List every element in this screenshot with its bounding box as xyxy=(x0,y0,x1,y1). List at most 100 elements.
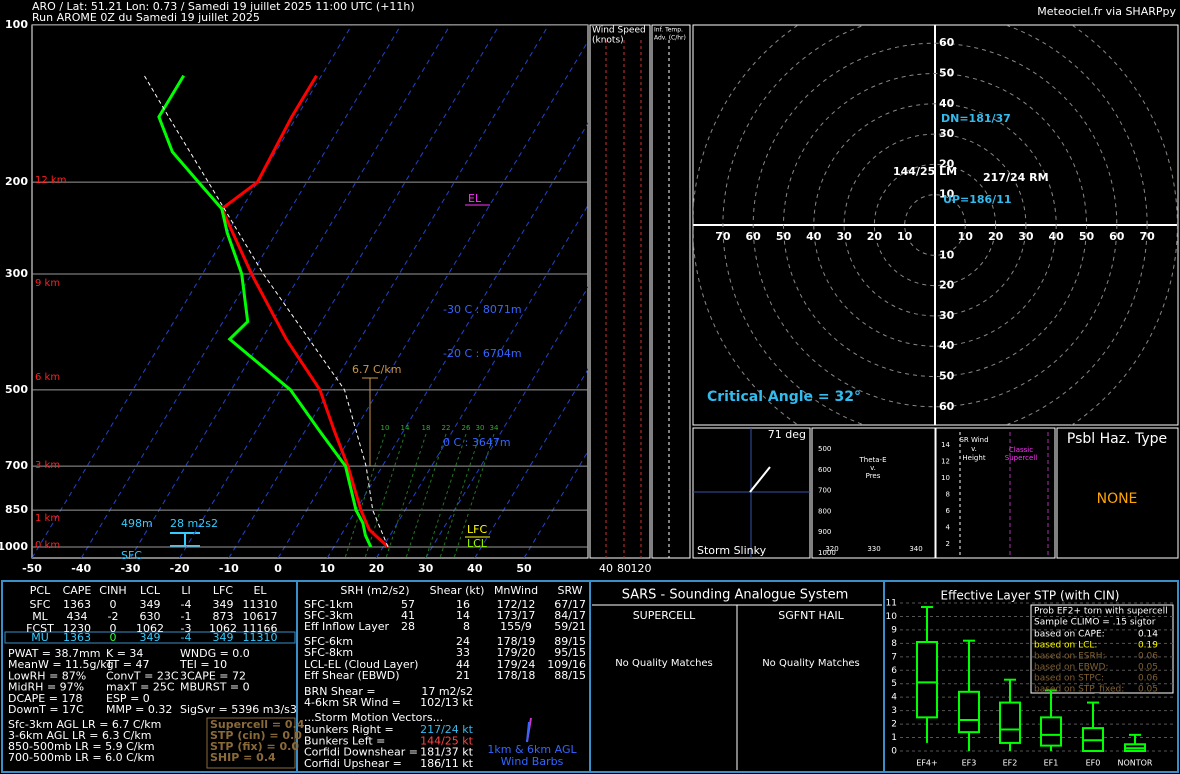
prob-text: based on EBWD: xyxy=(1034,663,1109,673)
table-cell: 0 xyxy=(110,598,117,611)
header-location: ARO / Lat: 51.21 Lon: 0.73 / Samedi 19 j… xyxy=(32,0,415,13)
panel-title: Pres xyxy=(866,472,881,480)
prob-box xyxy=(1030,604,1174,694)
table-cell: 630 xyxy=(140,610,161,623)
barb xyxy=(526,721,530,743)
table-cell: 1230 xyxy=(63,622,91,635)
sars-dividers xyxy=(592,604,882,770)
y-tick-label: 7 xyxy=(891,652,897,662)
barb-note: 1km & 6km AGL xyxy=(487,743,577,756)
x-tick-label: 0 xyxy=(274,562,282,575)
table-cell: 10617 xyxy=(243,610,278,623)
isotherm-height: -30 C : 8071m xyxy=(443,303,522,316)
y-tick-label: 6 xyxy=(946,507,951,515)
label: 17 m2/s2 xyxy=(421,685,473,698)
hodo-label: 20 xyxy=(867,230,883,243)
sars-col: SGFNT HAIL xyxy=(778,609,844,622)
x-tick-label: 40 xyxy=(599,562,613,575)
x-tick-label: 340 xyxy=(909,545,922,553)
table-cell: 349 xyxy=(140,631,161,644)
index-text: MBURST = 0 xyxy=(180,681,250,694)
table-header: CINH xyxy=(99,584,126,597)
hodo-label: 50 xyxy=(776,230,792,243)
index-text: DCAPE = 178 xyxy=(8,692,82,705)
lapse-rate: 850-500mb LR = 5.9 C/km xyxy=(8,740,155,753)
height-label: 12 km xyxy=(35,175,66,186)
hodo-label: 40 xyxy=(806,230,822,243)
hodo-label: 20 xyxy=(988,230,1004,243)
label: 181/37 kt xyxy=(420,746,474,759)
sars-title: SARS - Sounding Analogue System xyxy=(622,588,849,603)
index-text: SigSvr = 5396 m3/s3 xyxy=(180,703,297,716)
mixing-ratio-line xyxy=(453,433,495,558)
y-tick-label: 10 xyxy=(886,612,898,622)
critical-angle: Critical Angle = 32° xyxy=(707,389,861,405)
label: Corfidi Upshear = xyxy=(304,757,402,770)
panel-title: Height xyxy=(962,454,985,462)
table-header: MnWind xyxy=(494,584,538,597)
row-label: SFC-8km xyxy=(304,646,353,659)
x-tick-label: -10 xyxy=(219,562,239,575)
profile-line xyxy=(157,74,373,548)
hodo-label: 40 xyxy=(1049,230,1065,243)
severe-param: SHIP = 0.4 xyxy=(210,751,276,764)
x-tick-label: EF0 xyxy=(1086,759,1101,768)
box xyxy=(916,641,938,719)
table-cell: 434 xyxy=(67,610,88,623)
y-tick-label: 14 xyxy=(941,441,950,449)
prob-text: based on LCL: xyxy=(1034,641,1097,651)
isotherm xyxy=(32,25,353,558)
lapse-label: 6.7 C/km xyxy=(352,363,401,376)
mu-highlight xyxy=(4,631,296,644)
table-cell: 349 xyxy=(140,598,161,611)
x-tick-label: NONTOR xyxy=(1117,759,1152,768)
lcl-label: LCL xyxy=(467,537,488,550)
x-tick-label: EF3 xyxy=(962,759,977,768)
table-cell: 1062 xyxy=(136,622,164,635)
x-tick-label: 120 xyxy=(631,562,652,575)
prob-value: 0.05 xyxy=(1138,685,1158,695)
hodo-ring xyxy=(873,163,997,287)
prob-text: based on STP_fixed: xyxy=(1034,685,1124,695)
table-cell: 0 xyxy=(110,622,117,635)
isotherm-height: -20 C : 6704m xyxy=(443,347,522,360)
sars-col: SUPERCELL xyxy=(633,609,696,622)
index-text: TT = 47 xyxy=(105,658,149,671)
inflow-base: 498m xyxy=(121,517,153,530)
table-header: SRW xyxy=(557,584,582,597)
panel-title: Theta-E xyxy=(858,456,886,464)
table-header: EL xyxy=(253,584,267,597)
table-cell: 44 xyxy=(456,658,470,671)
y-tick-label: 2 xyxy=(891,720,897,730)
hodo-annot: 144/25 LM xyxy=(893,165,957,178)
x-tick-label: 20 xyxy=(369,562,385,575)
table-header: Shear (kt) xyxy=(430,584,485,597)
hodo-ring xyxy=(722,25,1148,425)
table-cell: 21 xyxy=(456,669,470,682)
prob-text: based on ESRH: xyxy=(1034,652,1106,662)
label: 217/24 kt xyxy=(420,723,474,736)
hodo-label: 60 xyxy=(746,230,762,243)
prob-value: 0.05 xyxy=(1138,663,1158,673)
table-cell: 1363 xyxy=(63,598,91,611)
section-title: ...Storm Motion Vectors... xyxy=(304,711,443,724)
isotherm xyxy=(80,25,402,558)
y-tick-label: 500 xyxy=(5,383,28,396)
x-tick-label: 320 xyxy=(825,545,838,553)
mixing-ratio-line xyxy=(405,433,447,558)
y-tick-label: 800 xyxy=(818,507,831,515)
table-cell: 173/17 xyxy=(497,609,536,622)
table-cell: -4 xyxy=(181,598,192,611)
hodo-label: 50 xyxy=(1079,230,1095,243)
hodo-label: 20 xyxy=(939,279,955,292)
frames xyxy=(31,24,1179,559)
isotherm-height: 0 C : 3647m xyxy=(443,436,511,449)
hodo-label: 40 xyxy=(939,97,955,110)
y-tick-label: 10 xyxy=(941,474,950,482)
y-tick-label: 200 xyxy=(5,175,28,188)
hodo-label: 40 xyxy=(939,339,955,352)
isotherm xyxy=(228,25,550,558)
panel-title: v. xyxy=(870,464,876,472)
y-tick-label: 12 xyxy=(941,458,950,466)
y-tick-label: 3 xyxy=(891,706,897,716)
